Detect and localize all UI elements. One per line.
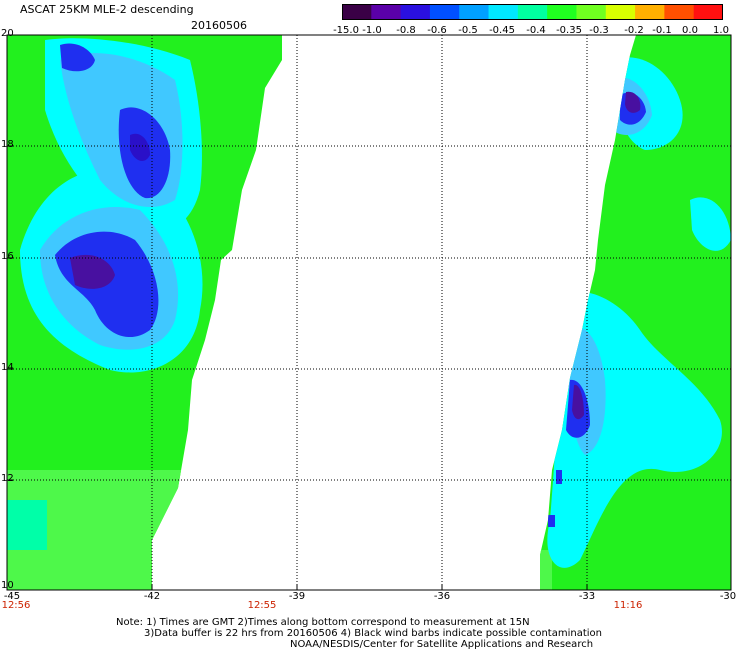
- colorbar-swatch: [400, 4, 431, 20]
- colorbar-swatch: [342, 4, 372, 20]
- colorbar-label: -15.0: [333, 25, 359, 36]
- lon-label: -36: [433, 591, 451, 602]
- map-frame: [6, 34, 732, 591]
- note-line-1: Note: 1) Times are GMT 2)Times along bot…: [116, 617, 530, 628]
- colorbar: [342, 4, 724, 20]
- lon-label: -30: [719, 591, 737, 602]
- colorbar-label: -1.0: [362, 25, 382, 36]
- colorbar-label: 0.0: [682, 25, 698, 36]
- colorbar-label: -0.6: [427, 25, 447, 36]
- graticule: [7, 35, 731, 590]
- lon-label: -42: [143, 591, 161, 602]
- colorbar-label: -0.45: [489, 25, 515, 36]
- colorbar-label: -0.2: [624, 25, 644, 36]
- time-label: 12:55: [247, 600, 277, 611]
- colorbar-swatch: [576, 4, 607, 20]
- colorbar-swatch: [693, 4, 724, 20]
- colorbar-swatch: [635, 4, 665, 20]
- colorbar-swatch: [517, 4, 548, 20]
- colorbar-label: -0.8: [396, 25, 416, 36]
- colorbar-swatch: [429, 4, 460, 20]
- lat-label: 14: [1, 362, 14, 373]
- colorbar-swatch: [664, 4, 695, 20]
- colorbar-swatch: [605, 4, 636, 20]
- colorbar-label: -0.5: [458, 25, 478, 36]
- lat-label: 18: [1, 139, 14, 150]
- colorbar-swatches: [342, 4, 724, 20]
- colorbar-border: [342, 4, 723, 20]
- colorbar-label: 1.0: [713, 25, 729, 36]
- note-line-3: NOAA/NESDIS/Center for Satellite Applica…: [290, 639, 594, 650]
- lat-label: 20: [1, 28, 14, 39]
- lat-label: 10: [1, 580, 14, 591]
- time-label: 11:16: [613, 600, 643, 611]
- colorbar-label: -0.35: [556, 25, 582, 36]
- map-title: ASCAT 25KM MLE-2 descending: [20, 3, 194, 16]
- colorbar-label: -0.1: [652, 25, 672, 36]
- colorbar-label: -0.4: [526, 25, 546, 36]
- time-label: 12:56: [1, 600, 31, 611]
- colorbar-swatch: [459, 4, 490, 20]
- lon-label: -39: [288, 591, 306, 602]
- colorbar-swatch: [547, 4, 577, 20]
- lon-label: -45: [3, 591, 21, 602]
- note-line-2: 3)Data buffer is 22 hrs from 20160506 4)…: [144, 628, 602, 639]
- lat-label: 16: [1, 251, 14, 262]
- axis-ticks: [7, 34, 588, 591]
- map-date: 20160506: [191, 19, 247, 32]
- colorbar-swatch: [371, 4, 402, 20]
- colorbar-label: -0.3: [589, 25, 609, 36]
- colorbar-swatch: [488, 4, 519, 20]
- swath-right: [540, 35, 731, 590]
- lat-label: 12: [1, 473, 14, 484]
- lon-label: -33: [578, 591, 596, 602]
